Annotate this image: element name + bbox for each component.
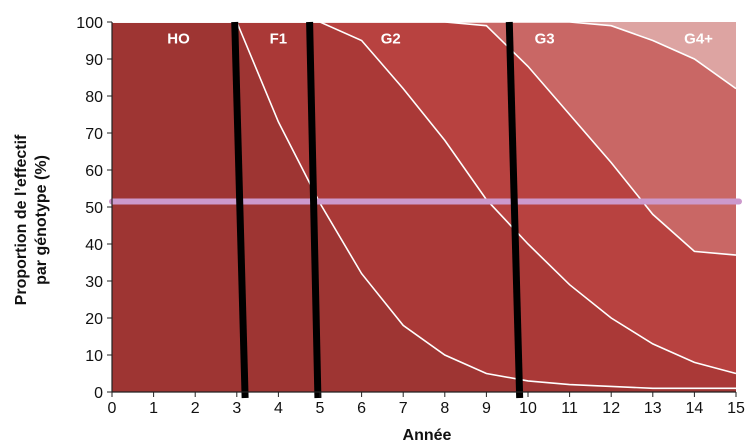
area-g3: [112, 22, 736, 256]
x-tick-label: 4: [274, 400, 283, 417]
boundary-lines-group: [112, 21, 737, 390]
x-tick-label: 5: [316, 400, 325, 417]
y-tick-label: 30: [85, 274, 103, 291]
y-tick-label: 80: [85, 89, 103, 106]
area-g2: [112, 22, 736, 374]
band-label-g4-plus: G4+: [684, 31, 713, 48]
generation-divider-line-3: [505, 21, 524, 399]
y-tick-label: 0: [94, 385, 103, 402]
x-axis-title: Année: [403, 427, 452, 443]
y-tick-label: 70: [85, 126, 103, 143]
y-axis-title-line-2: par génotype (%): [33, 155, 50, 285]
y-tick-label: 50: [85, 200, 103, 217]
y-tick-label: 10: [85, 348, 103, 365]
x-tick-label: 10: [519, 400, 537, 417]
y-tick-label: 60: [85, 163, 103, 180]
x-tick-label: 0: [108, 400, 117, 417]
band-label-g2: G2: [381, 31, 401, 48]
area-f1: [112, 22, 736, 389]
y-tick-label: 90: [85, 52, 103, 69]
generation-divider-line-1: [231, 21, 249, 399]
x-tick-label: 15: [727, 400, 745, 417]
y-axis-title-line-1: Proportion de l’effectif: [13, 134, 30, 305]
band-label-f1: F1: [270, 31, 288, 48]
x-tick-label: 6: [357, 400, 366, 417]
y-tick-label: 100: [76, 15, 103, 32]
generation-divider-line-2: [306, 21, 322, 399]
x-tick-label: 1: [149, 400, 158, 417]
y-tick-label: 40: [85, 237, 103, 254]
band-label-ho: HO: [167, 31, 190, 48]
x-tick-label: 7: [399, 400, 408, 417]
band-label-g3: G3: [535, 31, 555, 48]
x-tick-label: 12: [602, 400, 620, 417]
area-series-group: [112, 22, 736, 392]
area-g4-plus: [112, 22, 736, 89]
annotation-lines-group: [109, 21, 742, 399]
x-tick-label: 2: [191, 400, 200, 417]
boundary-line-g3: [112, 21, 737, 90]
x-tick-label: 8: [440, 400, 449, 417]
y-tick-label: 20: [85, 311, 103, 328]
x-tick-label: 9: [482, 400, 491, 417]
band-labels-group: HO F1 G2 G3 G4+: [167, 31, 713, 48]
x-tick-label: 3: [232, 400, 241, 417]
area-ho: [112, 22, 736, 392]
x-tick-label: 14: [686, 400, 704, 417]
x-tick-label: 13: [644, 400, 662, 417]
x-tick-label: 11: [561, 400, 578, 417]
